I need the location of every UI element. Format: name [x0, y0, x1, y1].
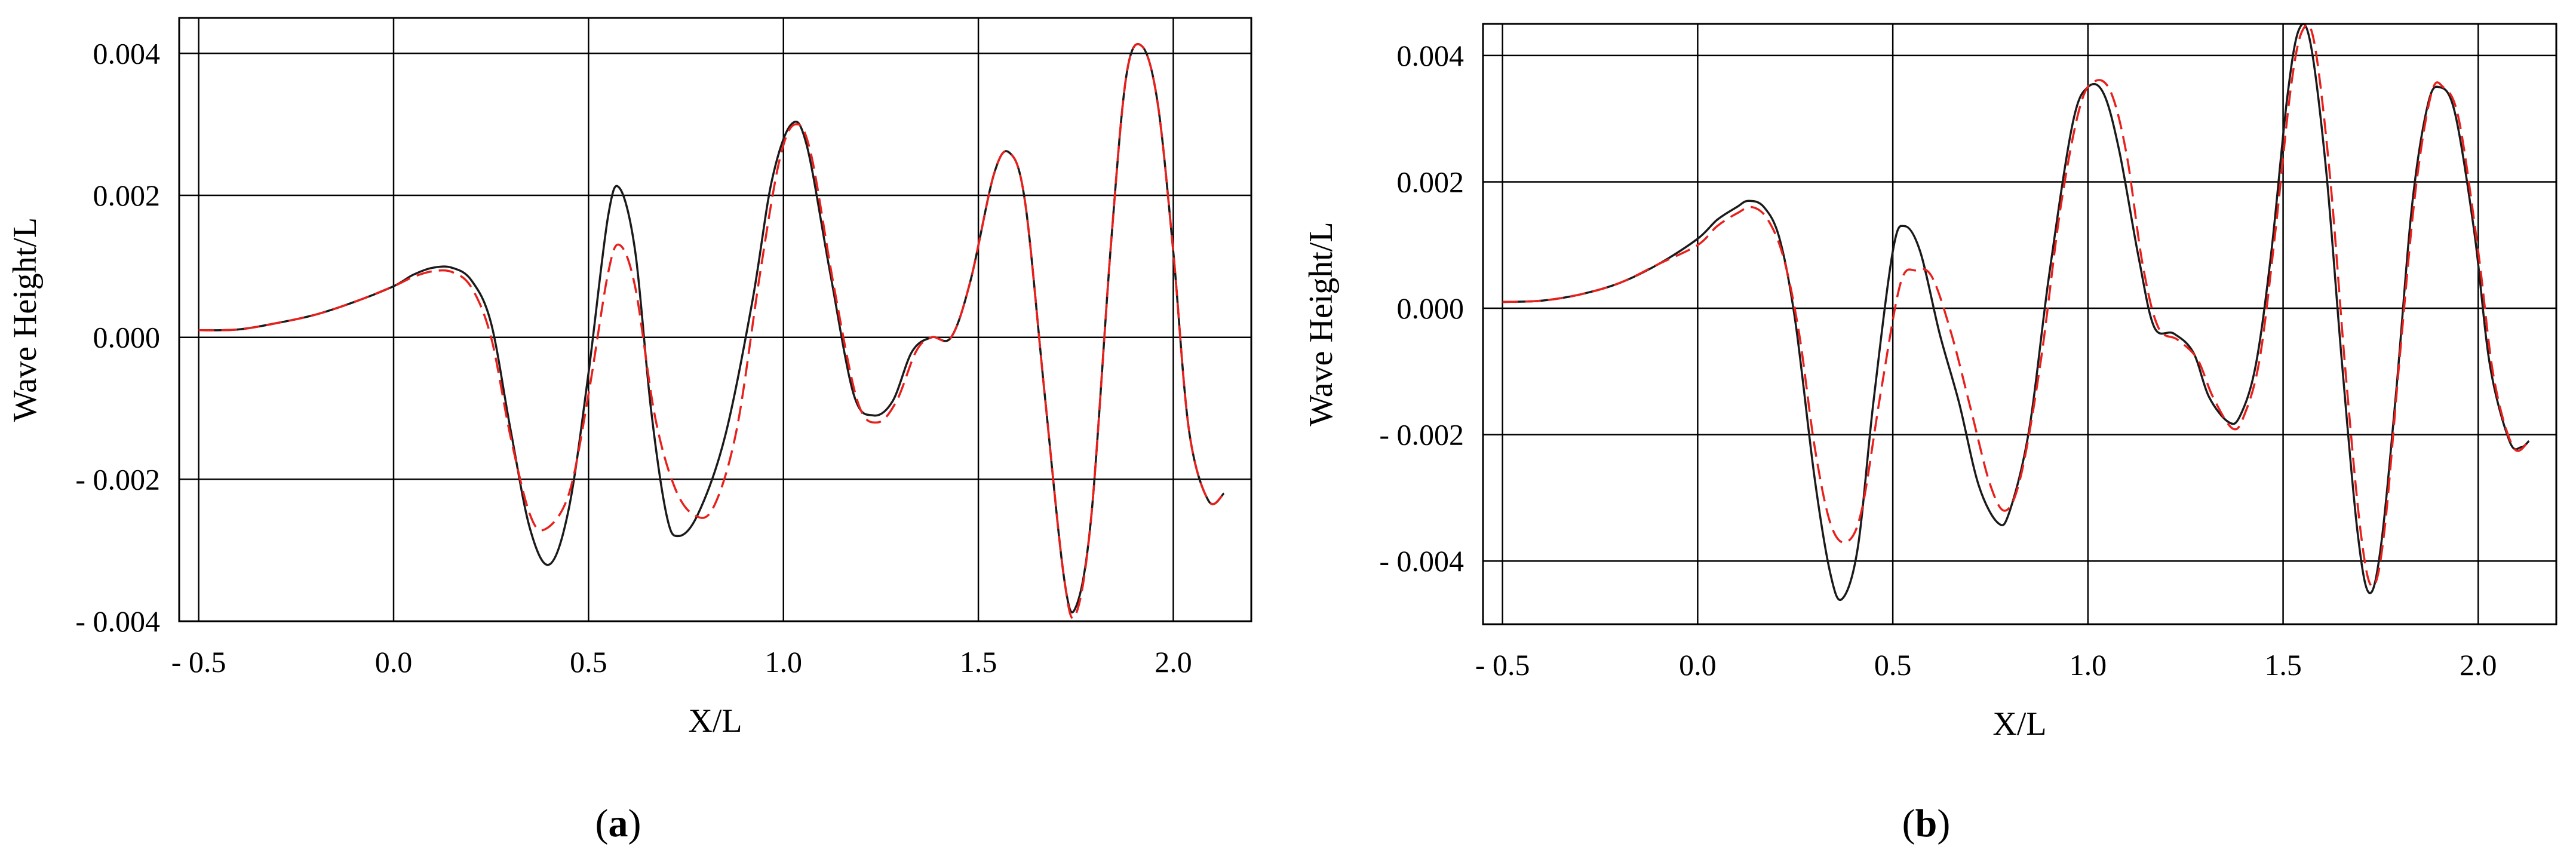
y-tick-label-b-2: 0.000: [1397, 292, 1464, 325]
plot-frame-b: [1482, 23, 2557, 625]
x-tick-label-b-1: 0.0: [1679, 648, 1717, 682]
chart-panel-a: - 0.5 0.0 0.5 1.0 1.5 2.0 - 0.004 - 0.002 0.000…: [7, 17, 1252, 845]
panel-caption-b: (b): [1902, 802, 1951, 845]
x-tick-label-a-5: 2.0: [1155, 645, 1192, 679]
panel-caption-letter-a: a: [609, 802, 628, 845]
plot-frame-a: [178, 17, 1252, 622]
y-tick-label-b-3: 0.002: [1397, 165, 1464, 198]
x-tick-label-b-5: 2.0: [2460, 648, 2497, 682]
y-tick-labels-a: - 0.004 - 0.002 0.000 0.002 0.004: [75, 36, 160, 638]
y-tick-labels-b: - 0.004 - 0.002 0.000 0.002 0.004: [1379, 39, 1464, 578]
y-tick-label-a-2: 0.000: [93, 321, 161, 354]
dashed-series-line-a: [198, 43, 1225, 619]
y-tick-label-b-1: - 0.002: [1379, 418, 1464, 452]
x-tick-label-a-3: 1.0: [764, 645, 802, 679]
y-axis-label-a: Wave Height/L: [7, 217, 44, 422]
solid-series-line-a: [198, 43, 1225, 613]
x-tick-labels-a: - 0.5 0.0 0.5 1.0 1.5 2.0: [171, 645, 1192, 679]
x-tick-label-b-4: 1.5: [2264, 648, 2302, 682]
x-tick-label-a-4: 1.5: [960, 645, 997, 679]
x-tick-labels-b: - 0.5 0.0 0.5 1.0 1.5 2.0: [1475, 648, 2497, 682]
x-tick-label-a-1: 0.0: [375, 645, 413, 679]
y-tick-label-a-0: - 0.004: [75, 605, 160, 638]
x-tick-label-a-0: - 0.5: [171, 645, 226, 679]
panel-caption-letter-b: b: [1915, 802, 1938, 845]
solid-series-line-b: [1502, 23, 2530, 602]
x-axis-label-b: X/L: [1992, 705, 2046, 743]
x-tick-label-b-2: 0.5: [1874, 648, 1912, 682]
y-tick-label-a-3: 0.002: [93, 179, 161, 212]
dashed-series-line-b: [1502, 23, 2530, 588]
y-tick-label-a-1: - 0.002: [75, 462, 160, 496]
x-tick-label-a-2: 0.5: [570, 645, 607, 679]
y-tick-label-b-0: - 0.004: [1379, 544, 1464, 578]
panel-caption-a: (a): [595, 802, 641, 845]
y-tick-label-b-4: 0.004: [1397, 39, 1464, 72]
y-axis-label-b: Wave Height/L: [1303, 222, 1340, 426]
y-tick-label-a-4: 0.004: [93, 36, 161, 70]
grid-lines-b: [1483, 24, 2556, 624]
x-axis-label-a: X/L: [688, 702, 742, 740]
x-tick-label-b-3: 1.0: [2070, 648, 2107, 682]
series-layer-b: [1502, 23, 2530, 602]
chart-panel-b: - 0.5 0.0 0.5 1.0 1.5 2.0 - 0.004 - 0.002 0.000…: [1303, 23, 2557, 845]
series-layer-a: [198, 43, 1225, 619]
x-tick-label-b-0: - 0.5: [1475, 648, 1530, 682]
